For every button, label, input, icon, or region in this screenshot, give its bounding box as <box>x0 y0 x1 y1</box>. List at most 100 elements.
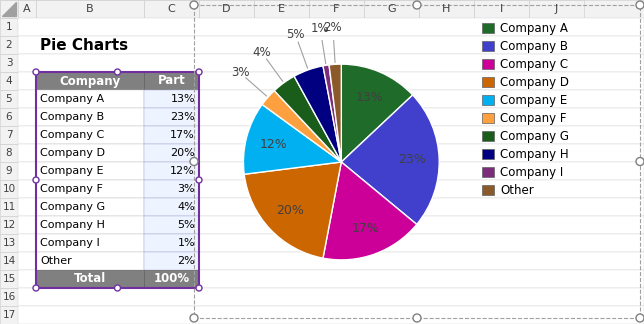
Circle shape <box>636 157 644 166</box>
Circle shape <box>196 285 202 291</box>
Wedge shape <box>329 64 341 162</box>
Text: Company D: Company D <box>40 148 105 158</box>
Bar <box>18 216 644 234</box>
Text: 2%: 2% <box>177 256 195 266</box>
Bar <box>199 0 254 18</box>
Circle shape <box>190 314 198 322</box>
Text: Other: Other <box>40 256 71 266</box>
Text: 12%: 12% <box>170 166 195 176</box>
Bar <box>18 90 644 108</box>
Bar <box>419 0 474 18</box>
Text: Total: Total <box>74 272 106 285</box>
Text: 12%: 12% <box>259 138 287 151</box>
Circle shape <box>115 69 120 75</box>
Bar <box>18 72 644 90</box>
Text: 5%: 5% <box>177 220 195 230</box>
Text: 13: 13 <box>3 238 15 248</box>
Text: 15: 15 <box>3 274 15 284</box>
Bar <box>254 0 309 18</box>
Wedge shape <box>244 162 341 258</box>
Bar <box>18 234 644 252</box>
Bar <box>18 180 644 198</box>
Wedge shape <box>262 91 341 162</box>
Bar <box>18 270 644 288</box>
Bar <box>144 234 199 252</box>
Text: Part: Part <box>158 75 185 87</box>
Text: I: I <box>500 4 503 14</box>
Text: 17: 17 <box>3 310 15 320</box>
Bar <box>144 162 199 180</box>
Circle shape <box>33 177 39 183</box>
Bar <box>0 144 18 162</box>
Bar <box>0 54 18 72</box>
Bar <box>0 234 18 252</box>
Circle shape <box>636 1 644 9</box>
Circle shape <box>33 285 39 291</box>
Bar <box>36 144 144 162</box>
Bar <box>36 72 199 288</box>
Circle shape <box>115 285 120 291</box>
Text: 11: 11 <box>3 202 15 212</box>
Text: 17%: 17% <box>170 130 195 140</box>
Circle shape <box>413 314 421 322</box>
Text: 13%: 13% <box>355 91 383 104</box>
Bar <box>36 126 144 144</box>
Bar <box>194 5 640 318</box>
Text: 1%: 1% <box>311 22 330 35</box>
Bar <box>0 162 18 180</box>
Bar <box>0 252 18 270</box>
Bar <box>36 216 144 234</box>
Bar <box>0 72 18 90</box>
Bar <box>144 72 199 90</box>
Text: 8: 8 <box>6 148 12 158</box>
Text: 1: 1 <box>6 22 12 32</box>
Text: 6: 6 <box>6 112 12 122</box>
Text: C: C <box>167 4 175 14</box>
Bar <box>36 252 144 270</box>
Text: 5%: 5% <box>287 29 305 41</box>
Bar <box>18 18 644 36</box>
Text: 9: 9 <box>6 166 12 176</box>
Text: 2%: 2% <box>0 323 1 324</box>
Wedge shape <box>323 65 341 162</box>
Bar <box>0 36 18 54</box>
Bar <box>36 108 144 126</box>
Text: H: H <box>442 4 451 14</box>
Circle shape <box>636 314 644 322</box>
Bar <box>144 90 199 108</box>
Text: 3: 3 <box>6 58 12 68</box>
Wedge shape <box>341 64 413 162</box>
Bar <box>18 252 644 270</box>
Text: Company I: Company I <box>40 238 100 248</box>
Text: Company H: Company H <box>40 220 105 230</box>
Bar <box>144 0 199 18</box>
Text: 3%: 3% <box>231 66 249 79</box>
Text: Company: Company <box>59 75 120 87</box>
Text: 2%: 2% <box>323 21 342 34</box>
Text: 4%: 4% <box>0 323 1 324</box>
Text: 4%: 4% <box>252 46 271 59</box>
Wedge shape <box>294 66 341 162</box>
Bar <box>18 108 644 126</box>
Wedge shape <box>323 162 417 260</box>
Bar <box>0 90 18 108</box>
Text: E: E <box>278 4 285 14</box>
Bar <box>144 270 199 288</box>
Text: 23%: 23% <box>170 112 195 122</box>
Bar <box>18 198 644 216</box>
Text: Company A: Company A <box>40 94 104 104</box>
Bar <box>0 0 644 18</box>
Text: 4: 4 <box>6 76 12 86</box>
Text: 12: 12 <box>3 220 15 230</box>
Text: Pie Charts: Pie Charts <box>40 38 128 52</box>
Bar <box>36 90 144 108</box>
Circle shape <box>190 157 198 166</box>
Text: A: A <box>23 4 31 14</box>
Legend: Company A, Company B, Company C, Company D, Company E, Company F, Company G, Com: Company A, Company B, Company C, Company… <box>482 22 569 197</box>
Text: 5%: 5% <box>0 323 1 324</box>
Bar <box>0 270 18 288</box>
Text: 20%: 20% <box>276 204 304 217</box>
Text: 1%: 1% <box>0 323 1 324</box>
Circle shape <box>413 1 421 9</box>
Text: 2: 2 <box>6 40 12 50</box>
